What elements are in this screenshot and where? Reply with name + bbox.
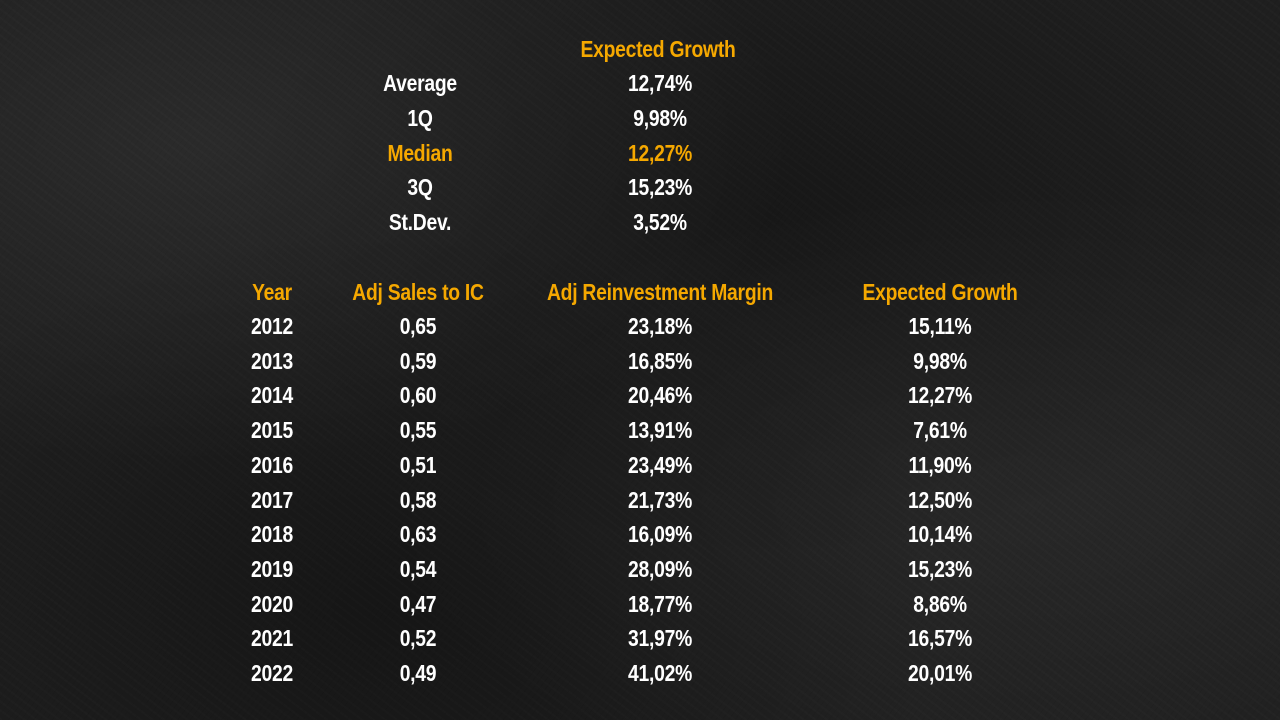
stat-value-3q: 15,23% — [627, 174, 693, 200]
cell-expected-growth: 20,01% — [907, 660, 973, 686]
cell-reinvestment-margin: 23,49% — [627, 451, 693, 478]
stat-value-median: 12,27% — [627, 140, 693, 166]
stat-label-3q: 3Q — [407, 174, 433, 200]
cell-year: 2016 — [251, 451, 293, 478]
cell-reinvestment-margin: 23,18% — [627, 313, 693, 339]
cell-sales-to-ic: 0,63 — [399, 521, 437, 548]
cell-expected-growth: 15,11% — [908, 313, 972, 339]
cell-reinvestment-margin: 31,97% — [627, 625, 693, 652]
cell-expected-growth: 8,86% — [913, 590, 967, 617]
summary-block: Expected Growth Average 12,74% 1Q 9,98% … — [0, 0, 1280, 245]
cell-sales-to-ic: 0,65 — [399, 313, 437, 339]
cell-year: 2022 — [251, 660, 293, 686]
cell-sales-to-ic: 0,59 — [399, 347, 437, 374]
cell-reinvestment-margin: 16,09% — [627, 521, 693, 548]
cell-sales-to-ic: 0,49 — [399, 660, 437, 686]
cell-reinvestment-margin: 41,02% — [627, 660, 693, 686]
cell-expected-growth: 12,50% — [907, 486, 973, 513]
cell-expected-growth: 15,23% — [907, 555, 973, 582]
cell-year: 2019 — [251, 555, 293, 582]
stat-value-1q: 9,98% — [633, 105, 687, 131]
cell-reinvestment-margin: 16,85% — [627, 347, 693, 374]
cell-sales-to-ic: 0,52 — [399, 625, 437, 652]
header-reinvestment-margin: Adj Reinvestment Margin — [546, 279, 774, 305]
cell-reinvestment-margin: 21,73% — [627, 486, 693, 513]
cell-year: 2012 — [251, 313, 293, 339]
cell-reinvestment-margin: 28,09% — [627, 555, 693, 582]
cell-expected-growth: 7,61% — [913, 417, 967, 444]
cell-year: 2013 — [251, 347, 293, 374]
cell-reinvestment-margin: 20,46% — [627, 382, 693, 409]
cell-reinvestment-margin: 18,77% — [627, 590, 693, 617]
cell-expected-growth: 12,27% — [907, 382, 973, 409]
cell-year: 2021 — [251, 625, 293, 652]
cell-sales-to-ic: 0,51 — [399, 451, 437, 478]
cell-year: 2020 — [251, 590, 293, 617]
stat-label-1q: 1Q — [407, 105, 433, 131]
cell-year: 2015 — [251, 417, 293, 444]
cell-sales-to-ic: 0,60 — [399, 382, 437, 409]
cell-year: 2018 — [251, 521, 293, 548]
cell-expected-growth: 11,90% — [908, 451, 972, 478]
cell-sales-to-ic: 0,47 — [399, 590, 437, 617]
cell-sales-to-ic: 0,54 — [399, 555, 437, 582]
header-sales-to-ic: Adj Sales to IC — [352, 279, 484, 305]
stat-value-average: 12,74% — [627, 70, 693, 96]
cell-expected-growth: 16,57% — [907, 625, 973, 652]
stat-value-stdev: 3,52% — [633, 209, 687, 235]
summary-title: Expected Growth — [580, 36, 736, 62]
cell-sales-to-ic: 0,58 — [399, 486, 437, 513]
cell-year: 2014 — [251, 382, 293, 409]
cell-reinvestment-margin: 13,91% — [627, 417, 693, 444]
stat-label-average: Average — [383, 70, 457, 96]
stat-label-stdev: St.Dev. — [388, 209, 452, 235]
cell-expected-growth: 10,14% — [907, 521, 973, 548]
stat-label-median: Median — [387, 140, 453, 166]
growth-table: Year Adj Sales to IC Adj Reinvestment Ma… — [0, 270, 1280, 690]
cell-sales-to-ic: 0,55 — [399, 417, 437, 444]
header-year: Year — [252, 279, 292, 305]
cell-year: 2017 — [251, 486, 293, 513]
header-expected-growth: Expected Growth — [862, 279, 1018, 305]
cell-expected-growth: 9,98% — [913, 347, 967, 374]
